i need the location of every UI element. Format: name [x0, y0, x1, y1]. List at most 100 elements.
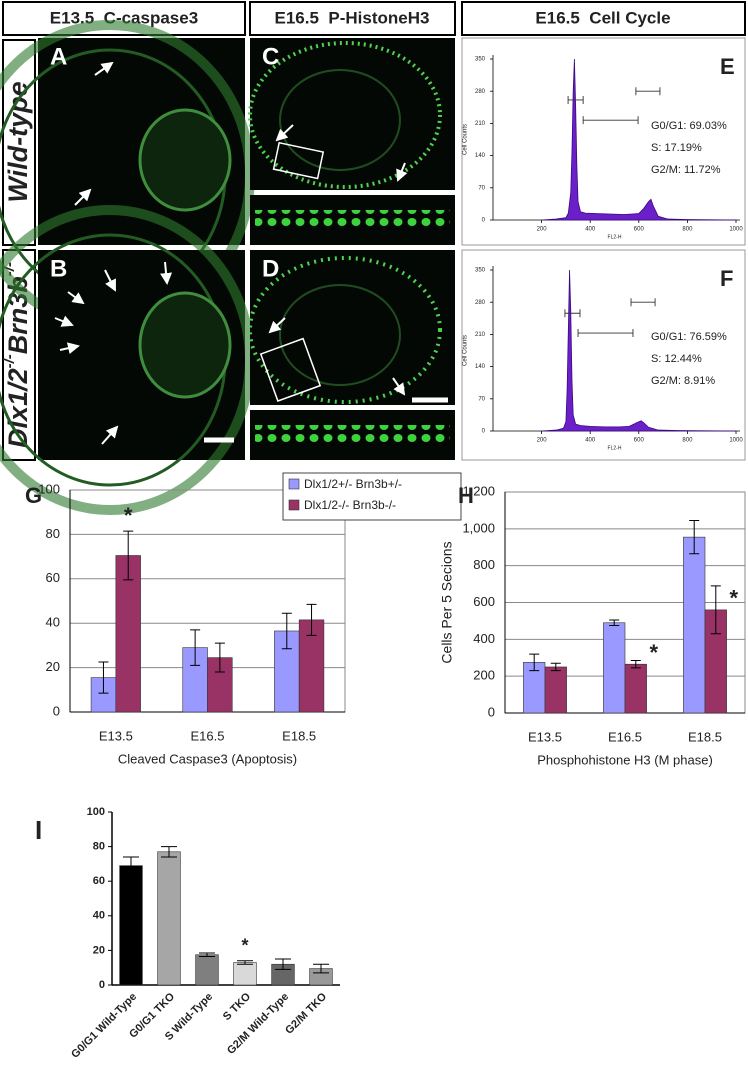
- x-tick-label: 400: [585, 227, 596, 233]
- x-tick-label: E18.5: [282, 728, 316, 743]
- gate: [582, 116, 639, 125]
- panel-letter: I: [35, 815, 42, 845]
- panel-letter: C: [262, 43, 279, 70]
- gate: [564, 309, 581, 318]
- y-axis-label: Cells Per 5 Secions: [439, 541, 455, 663]
- y-tick-label: 1,200: [462, 483, 495, 498]
- y-tick-label: 280: [475, 300, 486, 306]
- y-axis-label: Cell Counts: [463, 124, 469, 155]
- histogram-area: [541, 58, 737, 221]
- y-tick-label: 0: [482, 429, 486, 435]
- x-tick-label: E13.5: [99, 728, 133, 743]
- bar: [624, 663, 647, 714]
- y-tick-label: 70: [478, 396, 485, 402]
- stat-label: G2/M: 8.91%: [651, 375, 715, 387]
- error-bar: [306, 603, 317, 636]
- panel-letter: F: [720, 266, 733, 291]
- micrograph: D: [248, 250, 455, 460]
- x-tick-label: 200: [537, 227, 548, 233]
- panel-frame: [461, 37, 746, 246]
- legend-swatch: [288, 499, 300, 511]
- x-tick-label: G0/G1 Wild-Type: [69, 991, 139, 1061]
- stat-label: S: 12.44%: [651, 353, 702, 365]
- bar: [157, 851, 181, 986]
- error-bar: [313, 963, 329, 974]
- x-tick-label: 200: [537, 438, 548, 444]
- gate: [567, 95, 584, 104]
- histogram-area: [541, 269, 737, 432]
- header: E16.5 P-HistoneH3: [275, 8, 430, 27]
- error-bar: [237, 960, 253, 965]
- error-bar: [123, 530, 134, 581]
- stat-label: S: 17.19%: [651, 142, 702, 154]
- stat-label: G0/G1: 69.03%: [651, 120, 727, 132]
- y-tick-label: 80: [46, 526, 60, 541]
- y-tick-label: 140: [475, 364, 486, 370]
- error-bar: [214, 642, 225, 673]
- x-tick-label: 600: [634, 227, 645, 233]
- row-label-sup: -/-: [1, 354, 18, 368]
- y-tick-label: 350: [475, 268, 486, 274]
- y-tick-label: 0: [482, 218, 486, 224]
- y-tick-label: 60: [46, 570, 60, 585]
- x-axis-label: FL2-H: [608, 445, 622, 451]
- significance-marker: *: [650, 640, 659, 665]
- y-tick-label: 210: [475, 332, 486, 338]
- y-tick-label: 200: [473, 668, 495, 683]
- y-tick-label: 140: [475, 153, 486, 159]
- error-bar: [689, 520, 700, 555]
- x-tick-label: 1000: [729, 438, 743, 444]
- bar: [683, 536, 706, 714]
- x-tick-label: S TKO: [221, 990, 254, 1023]
- micrograph: B: [0, 205, 255, 515]
- legend-swatch: [288, 478, 300, 490]
- x-tick-label: E13.5: [528, 729, 562, 744]
- x-tick-label: E16.5: [608, 729, 642, 744]
- error-bar: [281, 612, 292, 650]
- bar: [115, 555, 141, 713]
- bar: [274, 630, 300, 713]
- x-tick-label: 400: [585, 438, 596, 444]
- gate: [635, 87, 661, 96]
- y-tick-label: 40: [93, 910, 105, 922]
- error-bar: [609, 619, 620, 627]
- gate: [577, 329, 634, 338]
- bar: [119, 865, 143, 986]
- gate: [630, 298, 656, 307]
- error-bar: [275, 958, 291, 970]
- y-tick-label: 100: [87, 806, 105, 818]
- y-tick-label: 210: [475, 121, 486, 127]
- y-tick-label: 800: [473, 557, 495, 572]
- y-tick-label: 0: [53, 703, 60, 718]
- y-tick-label: 280: [475, 89, 486, 95]
- x-axis-label: Phosphohistone H3 (M phase): [537, 752, 713, 767]
- bar: [233, 962, 257, 986]
- x-axis-label: FL2-H: [608, 234, 622, 240]
- panel-letter: E: [720, 54, 735, 79]
- panel-frame: [461, 249, 746, 461]
- error-bar: [630, 660, 641, 669]
- error-bar: [199, 952, 215, 957]
- legend-label: Dlx1/2+/- Brn3b+/-: [304, 477, 402, 491]
- y-tick-label: 100: [38, 481, 60, 496]
- header: E16.5 Cell Cycle: [535, 8, 670, 27]
- x-axis-label: Cleaved Caspase3 (Apoptosis): [118, 751, 297, 766]
- y-tick-label: 20: [46, 659, 60, 674]
- x-tick-label: E18.5: [688, 729, 722, 744]
- error-bar: [190, 629, 201, 666]
- y-tick-label: 0: [99, 979, 105, 991]
- bar: [603, 622, 626, 714]
- error-bar: [529, 653, 540, 672]
- significance-marker: *: [241, 936, 248, 956]
- significance-marker: *: [730, 586, 739, 611]
- error-bar: [161, 846, 177, 858]
- bar: [544, 666, 567, 714]
- x-tick-label: 600: [634, 438, 645, 444]
- x-tick-label: G2/M TKO: [283, 990, 329, 1036]
- header-box: [461, 1, 746, 36]
- y-tick-label: 0: [488, 704, 495, 719]
- y-axis-label: Cell Counts: [463, 335, 469, 366]
- y-tick-label: 20: [93, 944, 105, 956]
- stat-label: G2/M: 11.72%: [651, 164, 721, 176]
